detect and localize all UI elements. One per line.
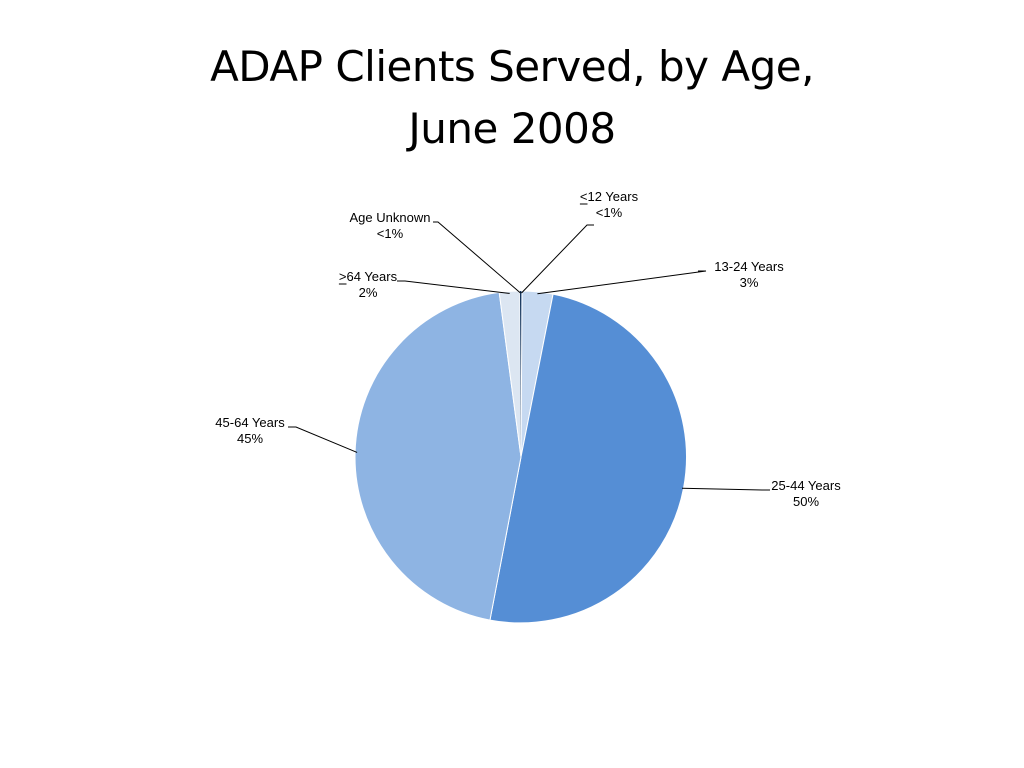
slice-percent-label: 2% (359, 285, 378, 300)
leader-line (397, 280, 510, 294)
slice-percent-label: 3% (740, 275, 759, 290)
slice-percent-label: 45% (237, 431, 263, 446)
slice-percent-label: <1% (596, 205, 623, 220)
slice-percent-label: <1% (377, 226, 404, 241)
slice-category-label: <12 Years (580, 189, 639, 204)
pie-slice (519, 290, 521, 457)
leader-line (537, 270, 707, 295)
leader-line (521, 224, 594, 294)
leader-line (288, 426, 358, 453)
slice-category-label: >64 Years (339, 269, 398, 284)
pie-slices (354, 290, 687, 624)
leader-lines (288, 221, 770, 491)
slice-category-label: 13-24 Years (714, 259, 784, 274)
pie-slice (354, 291, 522, 621)
chart-title-line-2: June 2008 (408, 104, 616, 153)
slice-category-label: 45-64 Years (215, 415, 285, 430)
slice-category-label: Age Unknown (350, 210, 431, 225)
slice-category-label: 25-44 Years (771, 478, 841, 493)
chart-title-line-1: ADAP Clients Served, by Age, (210, 42, 814, 91)
leader-line (681, 487, 770, 491)
slice-percent-label: 50% (793, 494, 819, 509)
chart-title: ADAP Clients Served, by Age, June 2008 (0, 36, 1024, 160)
leader-line (433, 221, 521, 294)
